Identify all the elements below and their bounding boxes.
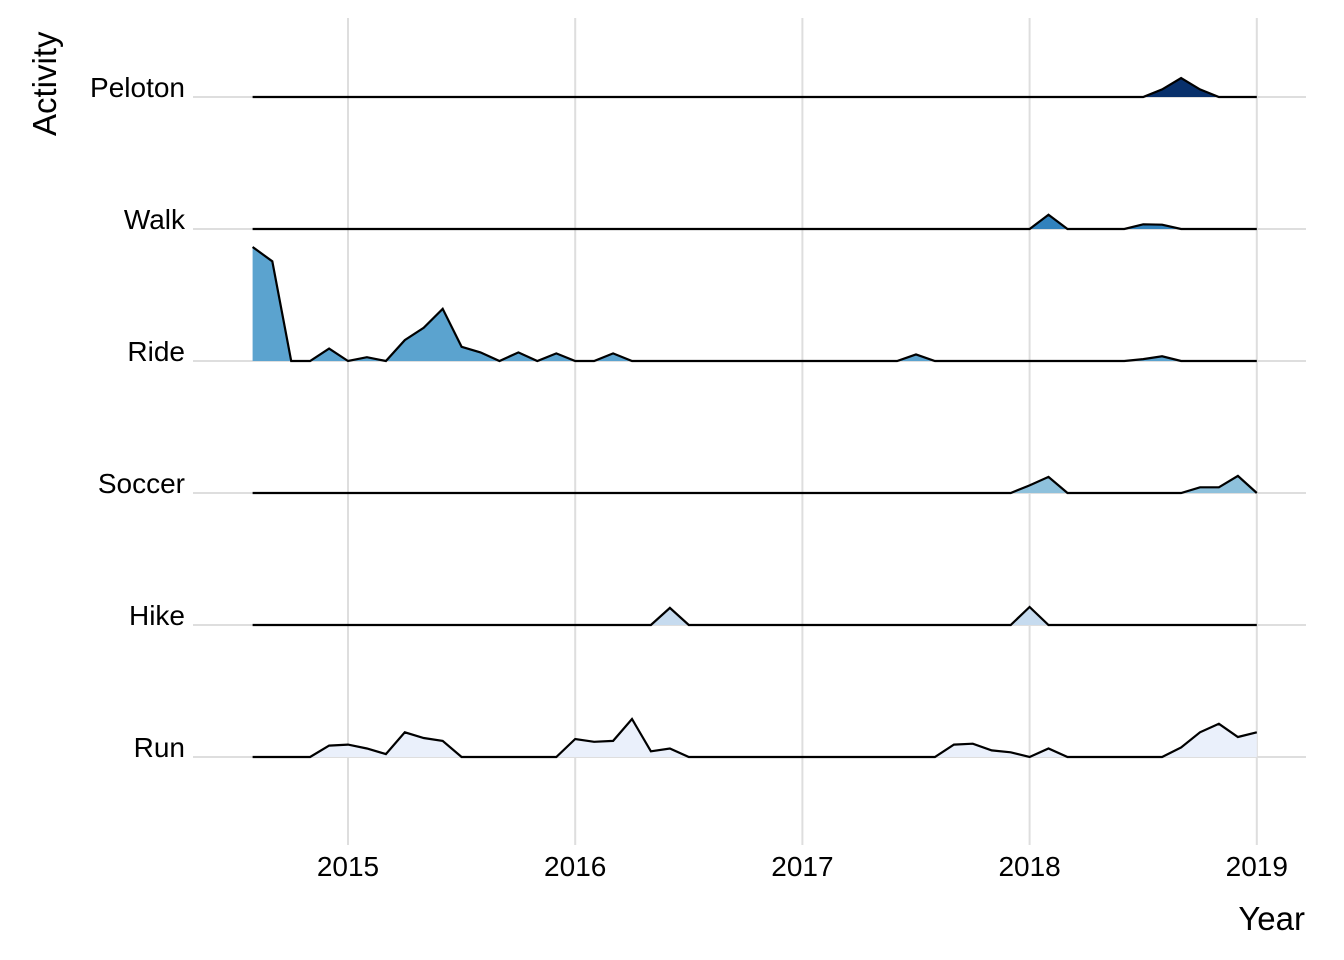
label-layer: 2015 2016 2017 2018 2019 Peloton Walk Ride Socce…	[90, 72, 1288, 882]
ridge-area-peloton	[252, 78, 1257, 97]
ridge-area-soccer	[252, 475, 1257, 493]
x-tick-label: 2018	[998, 851, 1060, 882]
ridge-line-run	[252, 717, 1258, 759]
ridge-area-ride	[252, 247, 1257, 361]
ridge-line-ride	[251, 246, 1257, 363]
y-tick-label: Peloton	[90, 72, 185, 103]
ridge-line-walk	[252, 213, 1257, 231]
y-tick-label: Run	[134, 732, 185, 763]
y-axis-title: Activity	[26, 31, 63, 136]
y-tick-label: Hike	[129, 600, 185, 631]
ridge-area-hike	[252, 607, 1257, 625]
x-tick-label: 2017	[771, 851, 833, 882]
y-tick-label: Walk	[124, 204, 186, 235]
ridge-line-soccer	[252, 474, 1258, 495]
ridge-line-hike	[252, 605, 1257, 627]
ridge-area-run	[252, 719, 1257, 757]
x-tick-label: 2015	[317, 851, 379, 882]
x-axis-title: Year	[1238, 900, 1305, 937]
y-tick-label: Soccer	[98, 468, 185, 499]
ridge-line-peloton	[252, 76, 1257, 99]
ridge-layer	[251, 76, 1258, 759]
y-tick-label: Ride	[127, 336, 185, 367]
grid-layer	[193, 18, 1306, 845]
x-tick-label: 2016	[544, 851, 606, 882]
ridge-area-walk	[252, 214, 1257, 229]
x-tick-label: 2019	[1226, 851, 1288, 882]
